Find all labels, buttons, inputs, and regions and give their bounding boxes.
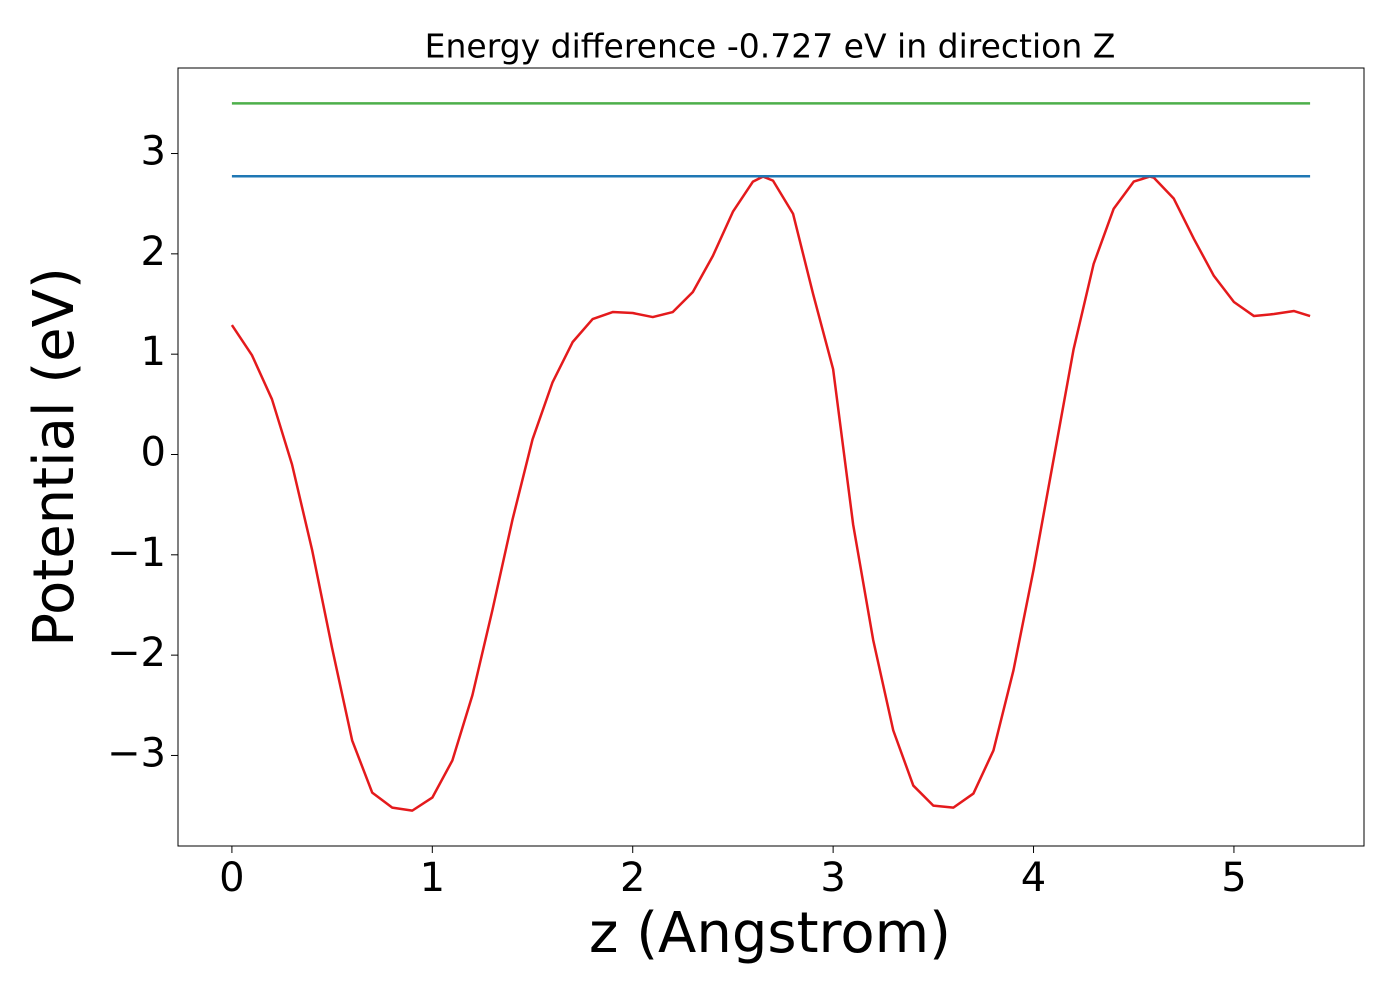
x-tick-label: 0 bbox=[219, 855, 244, 901]
y-tick-label: 1 bbox=[141, 329, 166, 375]
y-tick-label: 2 bbox=[141, 229, 166, 275]
line-series bbox=[230, 175, 1311, 812]
chart-title: Energy difference -0.727 eV in direction… bbox=[425, 27, 1116, 66]
x-tick-label: 5 bbox=[1221, 855, 1246, 901]
y-tick-label: −1 bbox=[107, 530, 166, 576]
x-tick-label: 3 bbox=[820, 855, 845, 901]
y-tick-label: 3 bbox=[141, 129, 166, 175]
plot-frame bbox=[177, 67, 1365, 847]
y-tick-label: −2 bbox=[107, 630, 166, 676]
x-tick-label: 4 bbox=[1021, 855, 1046, 901]
x-axis-label: z (Angstrom) bbox=[589, 901, 951, 966]
x-tick-label: 2 bbox=[620, 855, 645, 901]
y-axis-label: Potential (eV) bbox=[22, 267, 87, 647]
y-tick-label: 0 bbox=[141, 429, 166, 475]
y-tick-label: −3 bbox=[107, 730, 166, 776]
x-tick-label: 1 bbox=[420, 855, 445, 901]
